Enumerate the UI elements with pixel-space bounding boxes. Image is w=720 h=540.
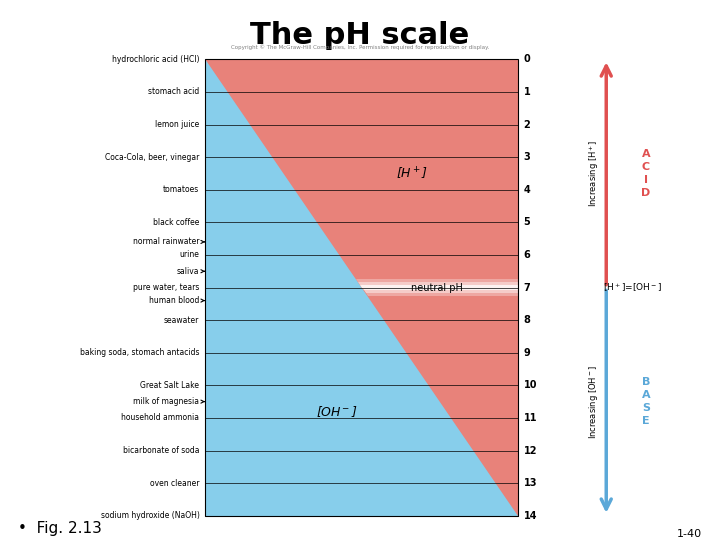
- Text: 14: 14: [523, 511, 537, 521]
- Text: •  Fig. 2.13: • Fig. 2.13: [18, 521, 102, 536]
- Text: 13: 13: [523, 478, 537, 488]
- Text: 12: 12: [523, 446, 537, 456]
- Text: A
C
I
D: A C I D: [642, 148, 650, 198]
- Polygon shape: [205, 59, 518, 516]
- Text: The pH scale: The pH scale: [251, 21, 469, 50]
- Text: 8: 8: [523, 315, 531, 325]
- Text: tomatoes: tomatoes: [163, 185, 199, 194]
- Text: 0: 0: [523, 55, 530, 64]
- Polygon shape: [360, 285, 518, 287]
- Text: B
A
S
E: B A S E: [642, 377, 650, 427]
- Text: bicarbonate of soda: bicarbonate of soda: [123, 446, 199, 455]
- Text: lemon juice: lemon juice: [156, 120, 199, 129]
- Text: household ammonia: household ammonia: [122, 414, 199, 422]
- Text: 7: 7: [523, 282, 530, 293]
- Text: oven cleaner: oven cleaner: [150, 478, 199, 488]
- Text: Increasing [OH$^-$]: Increasing [OH$^-$]: [588, 364, 600, 439]
- Text: [H$^+$]=[OH$^-$]: [H$^+$]=[OH$^-$]: [603, 281, 662, 294]
- Text: hydrochloric acid (HCl): hydrochloric acid (HCl): [112, 55, 199, 64]
- Polygon shape: [356, 279, 518, 282]
- Text: human blood: human blood: [149, 296, 205, 305]
- Text: 3: 3: [523, 152, 530, 162]
- Polygon shape: [366, 293, 518, 296]
- Text: neutral pH: neutral pH: [410, 282, 462, 293]
- Text: 5: 5: [523, 218, 530, 227]
- Text: 11: 11: [523, 413, 537, 423]
- Polygon shape: [205, 59, 518, 516]
- Text: baking soda, stomach antacids: baking soda, stomach antacids: [80, 348, 199, 357]
- Text: Copyright © The McGraw-Hill Companies, Inc. Permission required for reproduction: Copyright © The McGraw-Hill Companies, I…: [231, 44, 489, 50]
- Text: Coca-Cola, beer, vinegar: Coca-Cola, beer, vinegar: [105, 153, 199, 161]
- Polygon shape: [364, 291, 518, 293]
- Text: Increasing [H$^+$]: Increasing [H$^+$]: [587, 140, 601, 207]
- Text: pure water, tears: pure water, tears: [133, 283, 199, 292]
- Text: 9: 9: [523, 348, 530, 357]
- Text: [OH$^-$]: [OH$^-$]: [316, 404, 358, 419]
- Text: [H$^+$]: [H$^+$]: [396, 165, 428, 181]
- Text: normal rainwater: normal rainwater: [133, 238, 205, 246]
- Text: seawater: seawater: [164, 316, 199, 325]
- Text: Great Salt Lake: Great Salt Lake: [140, 381, 199, 390]
- Text: 1: 1: [523, 87, 530, 97]
- Text: sodium hydroxide (NaOH): sodium hydroxide (NaOH): [101, 511, 199, 520]
- Text: 1-40: 1-40: [677, 529, 702, 538]
- Text: 6: 6: [523, 250, 530, 260]
- Text: urine: urine: [179, 251, 199, 259]
- Text: saliva: saliva: [177, 267, 205, 276]
- Text: black coffee: black coffee: [153, 218, 199, 227]
- Text: 10: 10: [523, 380, 537, 390]
- Text: stomach acid: stomach acid: [148, 87, 199, 97]
- Polygon shape: [362, 287, 518, 291]
- Text: 4: 4: [523, 185, 530, 195]
- Text: 2: 2: [523, 119, 530, 130]
- Text: milk of magnesia: milk of magnesia: [133, 397, 205, 406]
- Polygon shape: [358, 282, 518, 285]
